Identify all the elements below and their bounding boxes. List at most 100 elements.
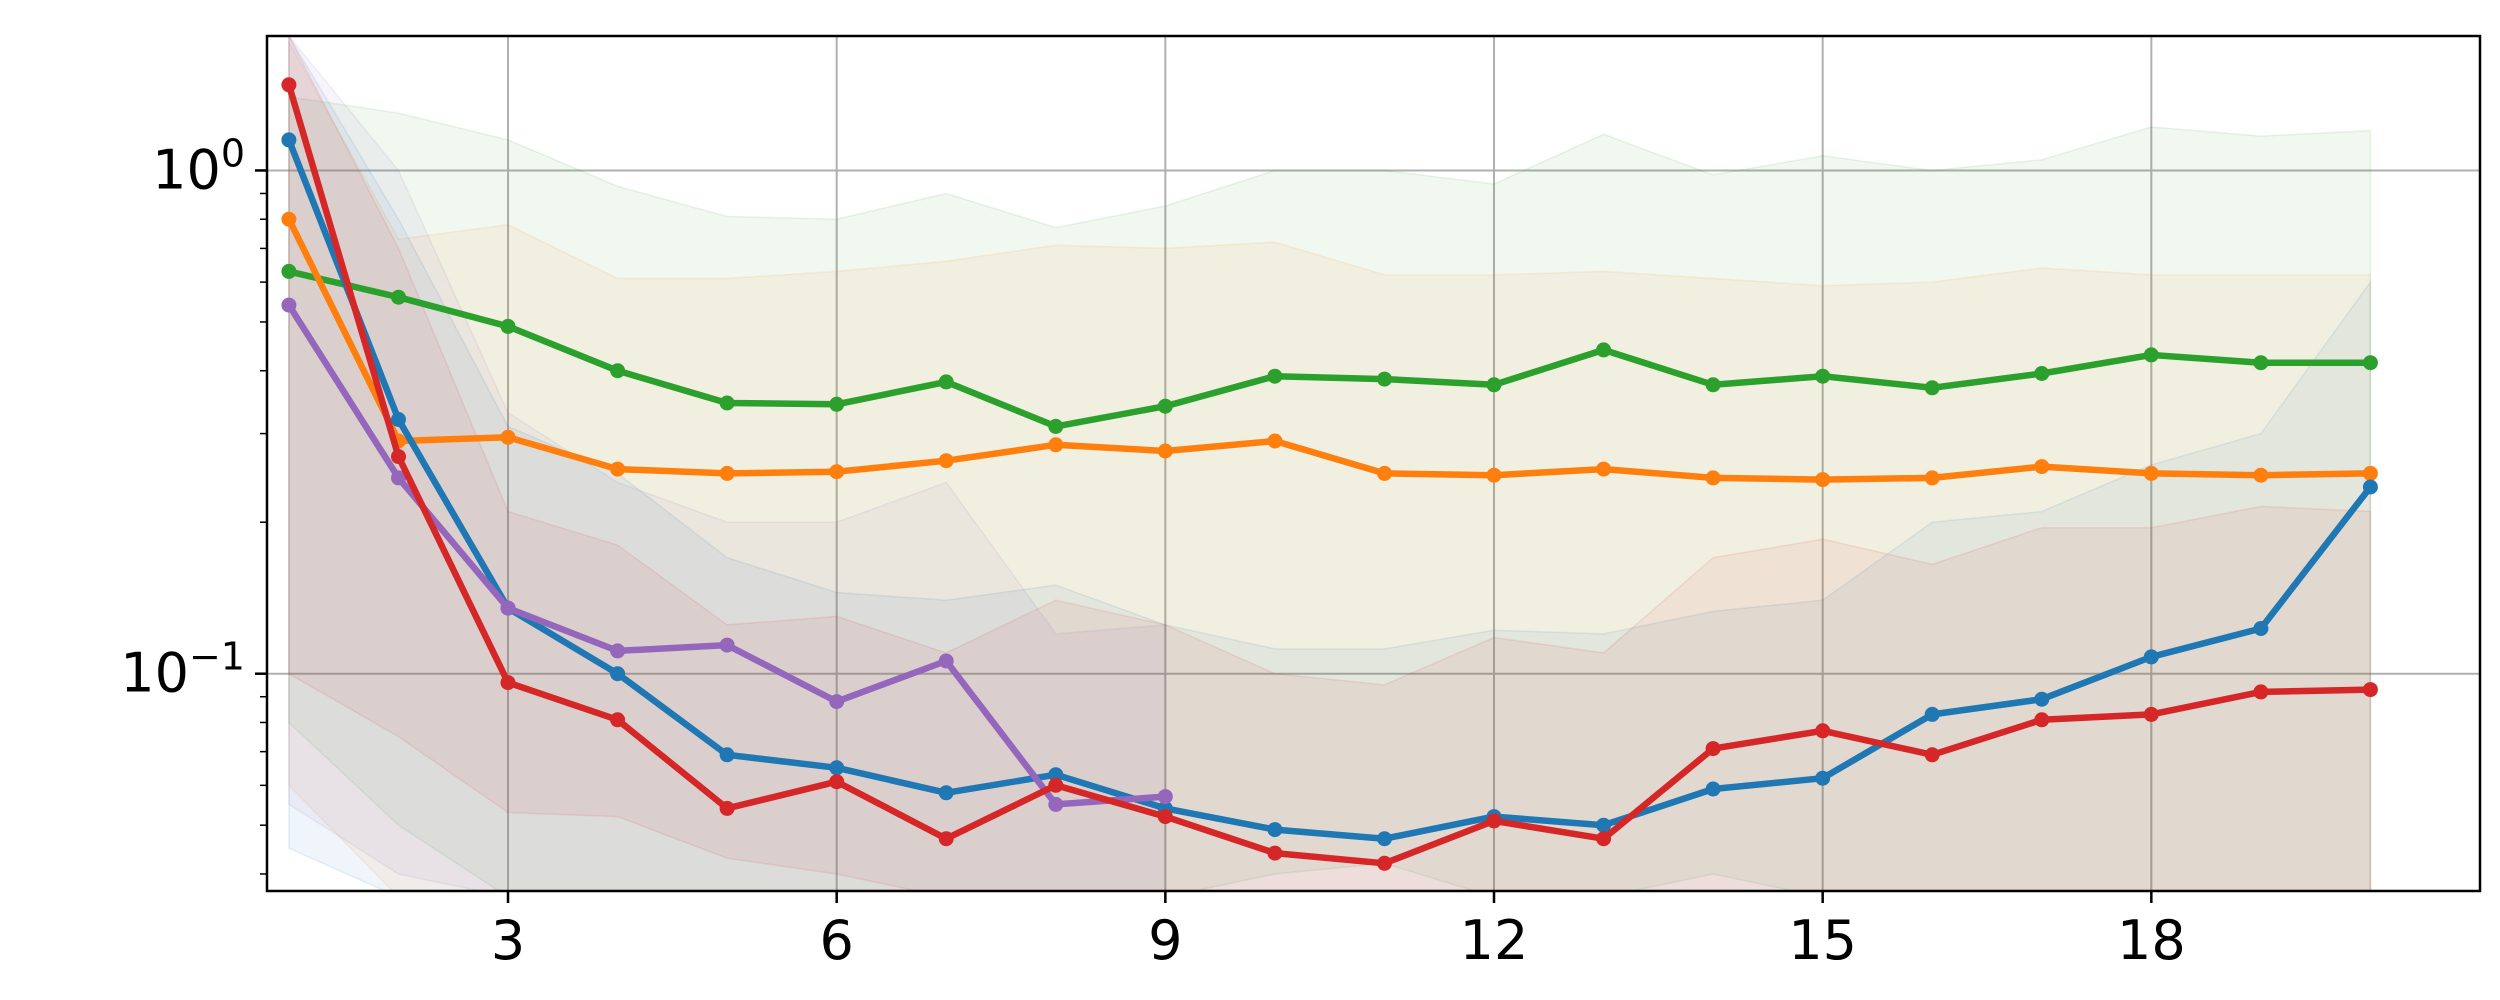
series-point-4	[2253, 684, 2269, 700]
series-point-4	[1815, 723, 1831, 739]
series-point-3	[610, 643, 626, 659]
series-point-1	[281, 211, 297, 227]
series-point-1	[1815, 472, 1831, 488]
series-point-0	[391, 289, 406, 305]
x-tick-label: 15	[1788, 909, 1857, 972]
series-point-0	[2253, 355, 2269, 371]
series-band-1	[288, 39, 2372, 891]
series-point-2	[938, 785, 954, 801]
series-point-3	[281, 297, 297, 313]
series-point-1	[2143, 465, 2159, 481]
series-point-2	[1705, 781, 1721, 797]
series-point-0	[1486, 377, 1502, 393]
series-point-1	[2034, 459, 2050, 475]
series-point-0	[1705, 377, 1721, 393]
series-point-0	[1377, 371, 1392, 387]
series-point-2	[1048, 767, 1064, 783]
series-point-1	[1596, 461, 1612, 477]
series-point-2	[281, 132, 297, 148]
series-point-1	[1705, 470, 1721, 486]
series-point-0	[1267, 368, 1283, 384]
series-point-2	[719, 747, 735, 763]
series-band-2	[288, 36, 2372, 891]
series-point-0	[281, 263, 297, 279]
x-tick-label: 9	[1148, 909, 1182, 972]
series-point-3	[829, 694, 845, 710]
y-tick-label: 10−1	[120, 635, 245, 705]
series-point-0	[2362, 355, 2378, 371]
series-line-4	[285, 81, 2374, 867]
series-lines	[281, 77, 2378, 871]
series-point-2	[2143, 649, 2159, 665]
series-point-4	[2143, 706, 2159, 722]
series-point-3	[938, 653, 954, 669]
series-point-4	[1596, 831, 1612, 847]
series-point-3	[1157, 789, 1173, 805]
series-point-4	[938, 831, 954, 847]
series-point-2	[1924, 706, 1940, 722]
y-tick-base: 10	[152, 138, 221, 201]
series-point-1	[500, 429, 516, 445]
series-point-4	[1924, 747, 1940, 763]
series-point-4	[2034, 712, 2050, 728]
series-point-2	[2253, 621, 2269, 636]
series-band-0	[288, 96, 2372, 891]
series-line-1	[285, 215, 2374, 483]
series-point-4	[281, 77, 297, 93]
series-point-4	[1486, 813, 1502, 829]
series-point-1	[2362, 465, 2378, 481]
series-point-4	[610, 712, 626, 728]
series-point-4	[1705, 741, 1721, 757]
series-point-1	[719, 465, 735, 481]
series-point-0	[1596, 342, 1612, 358]
series-point-0	[1048, 418, 1064, 434]
series-point-1	[610, 461, 626, 477]
series-band-4	[288, 36, 2372, 891]
y-tick-exponent: −1	[189, 635, 245, 679]
series-point-1	[1377, 465, 1392, 481]
series-point-0	[2034, 366, 2050, 381]
series-point-0	[829, 396, 845, 412]
series-point-4	[1267, 845, 1283, 861]
series-point-0	[500, 318, 516, 334]
series-point-2	[2362, 479, 2378, 495]
series-point-4	[1157, 809, 1173, 825]
series-point-3	[500, 600, 516, 616]
series-point-2	[2034, 691, 2050, 707]
series-point-1	[1267, 433, 1283, 449]
series-point-0	[1815, 368, 1831, 384]
series-point-1	[1924, 470, 1940, 486]
x-tick-label: 3	[491, 909, 525, 972]
series-point-2	[610, 666, 626, 682]
series-point-2	[1267, 822, 1283, 838]
y-tick-base: 10	[120, 642, 189, 705]
series-point-4	[2362, 682, 2378, 698]
series-point-4	[391, 449, 406, 465]
x-tick-label: 12	[1460, 909, 1529, 972]
confidence-bands	[288, 36, 2372, 891]
series-point-1	[1048, 437, 1064, 453]
series-point-3	[391, 470, 406, 486]
series-point-1	[2253, 467, 2269, 483]
series-point-1	[1157, 443, 1173, 459]
y-tick-label: 100	[152, 131, 245, 201]
series-line-0	[285, 268, 2374, 430]
series-point-4	[1048, 777, 1064, 793]
series-point-0	[2143, 347, 2159, 363]
series-point-0	[1157, 398, 1173, 414]
series-point-4	[1377, 855, 1392, 871]
series-point-1	[938, 453, 954, 469]
series-point-3	[719, 637, 735, 653]
series-point-0	[938, 374, 954, 390]
x-tick-label: 6	[820, 909, 854, 972]
series-point-1	[829, 464, 845, 480]
series-point-4	[719, 800, 735, 816]
series-point-2	[391, 412, 406, 427]
series-point-0	[1924, 380, 1940, 396]
series-point-2	[1596, 817, 1612, 833]
series-point-0	[719, 395, 735, 411]
y-tick-exponent: 0	[221, 131, 245, 175]
series-point-1	[1486, 467, 1502, 483]
